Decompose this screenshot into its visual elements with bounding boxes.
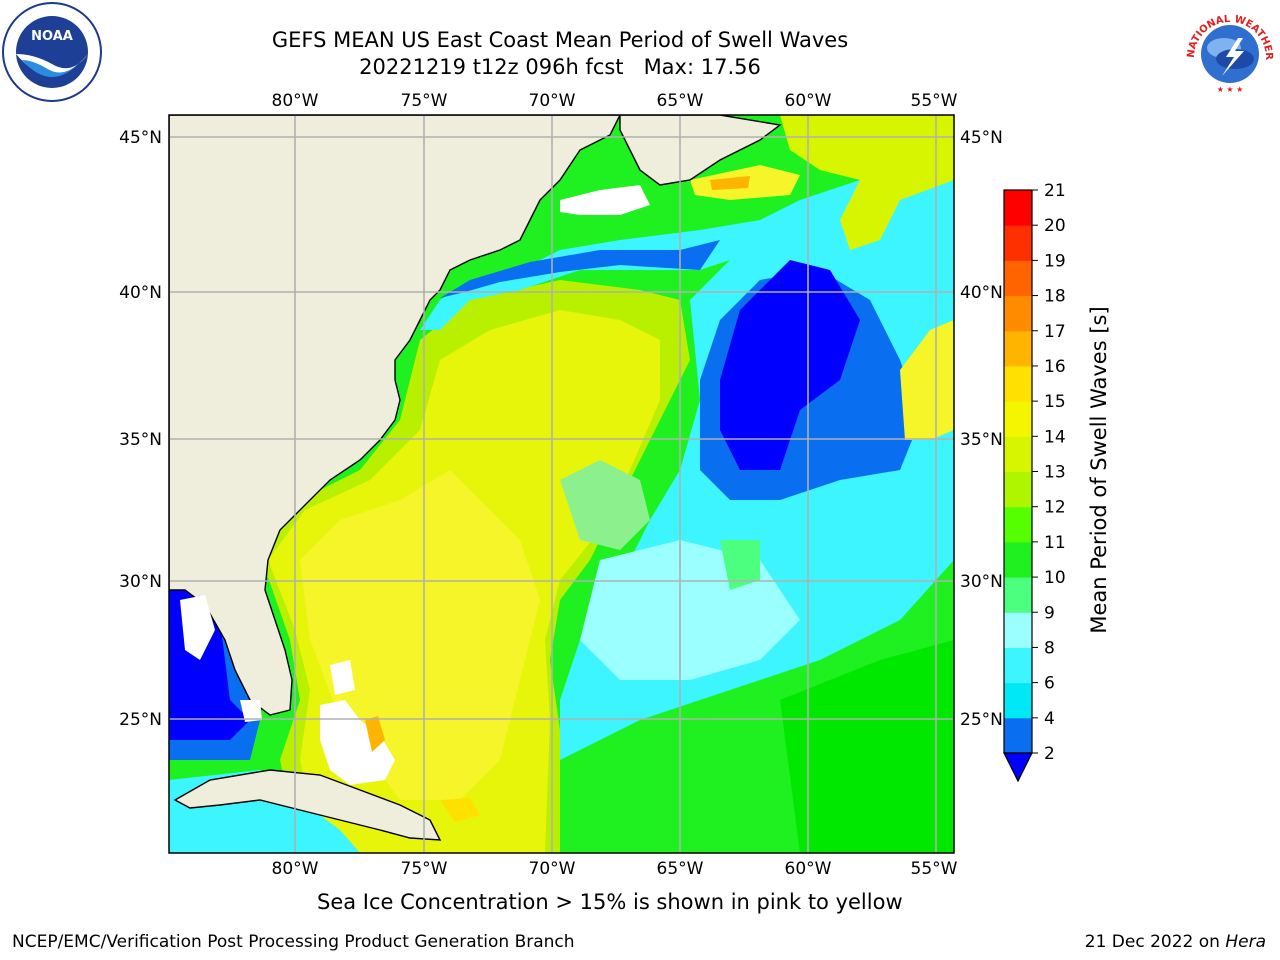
colorbar-extend-min <box>1003 752 1033 783</box>
colorbar-tick-label: 19 <box>1044 251 1066 271</box>
lat-tick-left-45n: 45°N <box>119 128 162 148</box>
colorbar-segment <box>1004 612 1032 648</box>
colorbar-segment <box>1004 471 1032 508</box>
colorbar-segment <box>1004 330 1032 367</box>
lat-tick-left-25n: 25°N <box>119 710 162 730</box>
swell-patch-bahamas <box>365 716 385 752</box>
lat-tick-right-25n: 25°N <box>960 710 1003 730</box>
colorbar-segment <box>1004 506 1032 543</box>
lat-tick-left-35n: 35°N <box>119 430 162 450</box>
colorbar-segment <box>1004 401 1032 437</box>
swell-core-2s <box>720 260 860 470</box>
lon-tick-top-55w: 55°W <box>911 91 958 111</box>
lat-tick-left-40n: 40°N <box>119 283 162 303</box>
colorbar-segment <box>1004 436 1032 472</box>
colorbar-segment <box>1004 365 1032 402</box>
map-title: GEFS MEAN US East Coast Mean Period of S… <box>271 28 849 52</box>
swell-patch-9s <box>720 540 760 590</box>
colorbar-tick-label: 14 <box>1044 427 1066 447</box>
lat-tick-left-30n: 30°N <box>119 572 162 592</box>
colorbar-tick-label: 20 <box>1044 216 1066 236</box>
swell-band-15s-east <box>900 320 954 440</box>
lon-tick-bottom-55w: 55°W <box>911 859 958 879</box>
colorbar-tick-label: 12 <box>1044 498 1066 518</box>
national-weather-service-logo-icon: NATIONAL WEATHER SERVICE ★ ★ ★ <box>1180 2 1276 98</box>
colorbar-tick-label: 11 <box>1044 533 1066 553</box>
forecast-subtitle: 20221219 t12z 096h fcst Max: 17.56 <box>359 55 761 79</box>
colorbar-tick-label: 16 <box>1044 357 1066 377</box>
lat-tick-right-30n: 30°N <box>960 572 1003 592</box>
footer-host: Hera <box>1225 932 1266 952</box>
no-data-little-bahama-bank <box>330 660 355 695</box>
colorbar-label: Mean Period of Swell Waves [s] <box>1087 306 1111 633</box>
colorbar-segment <box>1004 541 1032 578</box>
colorbar-tick-label: 4 <box>1044 709 1055 729</box>
colorbar: 2 4 6 8 9 10 11 12 13 14 15 16 17 18 19 20 21 <box>1003 181 1066 783</box>
footer-date: 21 Dec 2022 on Hera <box>1085 932 1266 952</box>
noaa-logo-text: NOAA <box>31 29 73 44</box>
swell-patch-17s <box>710 176 750 190</box>
lon-tick-bottom-65w: 65°W <box>657 859 704 879</box>
colorbar-tick-label: 9 <box>1044 603 1055 623</box>
colorbar-tick-label: 17 <box>1044 322 1066 342</box>
footer-credit: NCEP/EMC/Verification Post Processing Pr… <box>12 932 575 952</box>
graticule <box>169 115 954 853</box>
lon-tick-top-80w: 80°W <box>272 91 319 111</box>
colorbar-segment <box>1004 682 1032 719</box>
colorbar-tick-label: 15 <box>1044 392 1066 412</box>
no-data-florida-keys <box>240 700 262 722</box>
colorbar-segment <box>1004 295 1032 332</box>
swell-band-8s-north <box>420 160 954 330</box>
svg-text:★ ★ ★: ★ ★ ★ <box>1217 85 1244 94</box>
lon-tick-bottom-70w: 70°W <box>529 859 576 879</box>
swell-patch-south <box>440 798 480 822</box>
lon-tick-top-65w: 65°W <box>657 91 704 111</box>
lat-tick-right-45n: 45°N <box>960 128 1003 148</box>
colorbar-segment <box>1004 190 1032 226</box>
colorbar-tick-label: 21 <box>1044 181 1066 201</box>
lon-tick-top-70w: 70°W <box>529 91 576 111</box>
colorbar-tick-label: 2 <box>1044 744 1055 764</box>
noaa-logo-icon: NOAA <box>2 2 102 102</box>
lat-tick-right-35n: 35°N <box>960 430 1003 450</box>
colorbar-segment <box>1004 647 1032 684</box>
colorbar-segment <box>1004 577 1032 613</box>
lon-tick-bottom-75w: 75°W <box>401 859 448 879</box>
no-data-florida-gulf <box>180 595 215 660</box>
footer-date-text: 21 Dec 2022 on <box>1084 932 1226 952</box>
colorbar-segment <box>1004 260 1032 297</box>
swell-band-15s <box>300 470 540 800</box>
swell-band-4s-shelf <box>440 240 720 298</box>
colorbar-segment <box>1004 225 1032 261</box>
sea-ice-caption: Sea Ice Concentration > 15% is shown in … <box>317 890 903 914</box>
colorbar-tick-label: 13 <box>1044 463 1066 483</box>
lon-tick-bottom-60w: 60°W <box>785 859 832 879</box>
lon-tick-top-75w: 75°W <box>401 91 448 111</box>
colorbar-tick-label: 8 <box>1044 638 1055 658</box>
lon-tick-bottom-80w: 80°W <box>272 859 319 879</box>
lat-tick-right-40n: 40°N <box>960 283 1003 303</box>
swell-band-13s-northeast <box>780 115 954 250</box>
lon-tick-top-60w: 60°W <box>785 91 832 111</box>
colorbar-tick-label: 10 <box>1044 568 1066 588</box>
no-data-gulf-of-maine <box>560 185 650 215</box>
map-frame <box>168 114 955 854</box>
swell-band-11s-southeast <box>780 640 954 853</box>
colorbar-segment <box>1004 717 1032 754</box>
colorbar-tick-label: 6 <box>1044 674 1055 694</box>
land-maritimes <box>619 115 782 186</box>
swell-patch-10s <box>560 460 650 550</box>
colorbar-tick-label: 18 <box>1044 287 1066 307</box>
no-data-bahamas <box>320 700 395 785</box>
